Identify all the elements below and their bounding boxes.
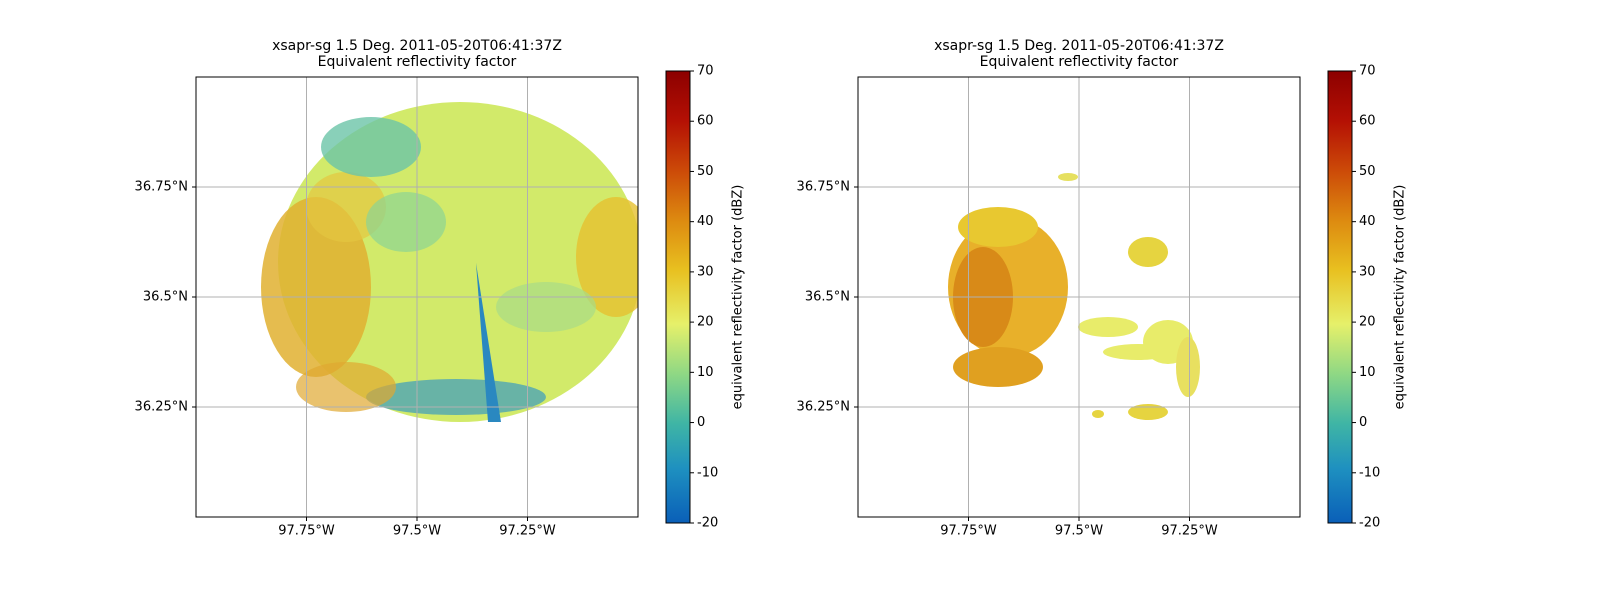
radar-echo [953, 347, 1043, 387]
colorbar-tick-label: 10 [697, 365, 714, 380]
x-tick-label: 97.25°W [1161, 524, 1218, 539]
colorbar-tick-label: 0 [1359, 415, 1367, 430]
colorbar-tick-label: 10 [1359, 365, 1376, 380]
chart-title: xsapr-sg 1.5 Deg. 2011-05-20T06:41:37Z [934, 38, 1224, 54]
colorbar-tick-label: 70 [1359, 64, 1376, 79]
radar-echo [496, 282, 596, 332]
colorbar-tick-label: 30 [697, 264, 714, 279]
x-tick-label: 97.75°W [278, 524, 335, 539]
colorbar-tick-label: 0 [697, 415, 705, 430]
chart-subtitle: Equivalent reflectivity factor [980, 54, 1179, 70]
radar-streak [476, 263, 501, 422]
x-tick-label: 97.25°W [499, 524, 556, 539]
radar-echo [1128, 237, 1168, 267]
radar-echo [1078, 317, 1138, 337]
radar-echo [1058, 173, 1078, 181]
radar-echo [261, 197, 371, 377]
axes-frame [857, 76, 1301, 518]
x-tick-label: 97.75°W [940, 524, 997, 539]
colorbar-tick-label: -10 [1359, 465, 1380, 480]
chart-subtitle: Equivalent reflectivity factor [318, 54, 517, 70]
colorbar-tick-label: 40 [1359, 214, 1376, 229]
colorbar-label: equivalent reflectivity factor (dBZ) [1393, 185, 1408, 410]
colorbar-tick-label: -20 [1359, 516, 1380, 531]
colorbar-tick-label: 50 [697, 164, 714, 179]
colorbar-tick-label: -10 [697, 465, 718, 480]
radar-echo [1092, 410, 1104, 418]
radar-echo [306, 172, 386, 242]
y-tick-label: 36.25°N [797, 400, 850, 415]
x-tick-label: 97.5°W [393, 524, 441, 539]
radar-echo [1128, 404, 1168, 420]
y-tick-label: 36.75°N [135, 180, 188, 195]
y-tick-label: 36.5°N [143, 290, 188, 305]
x-tick-label: 97.5°W [1055, 524, 1103, 539]
radar-field [261, 102, 638, 422]
radar-echo [576, 197, 638, 317]
colorbar-tick-label: 40 [697, 214, 714, 229]
radar-echo [958, 207, 1038, 247]
colorbar-tick-label: 70 [697, 64, 714, 79]
chart-title: xsapr-sg 1.5 Deg. 2011-05-20T06:41:37Z [272, 38, 562, 54]
y-tick-label: 36.25°N [135, 400, 188, 415]
radar-echo [321, 117, 421, 177]
colorbar-tick-label: 50 [1359, 164, 1376, 179]
colorbar-tick-label: 20 [1359, 315, 1376, 330]
radar-echo [296, 362, 396, 412]
colorbar-tick-label: 20 [697, 315, 714, 330]
colorbar-tick-label: 30 [1359, 264, 1376, 279]
colorbar-tick-label: 60 [697, 114, 714, 129]
colorbar-label: equivalent reflectivity factor (dBZ) [731, 185, 746, 410]
radar-echo [366, 192, 446, 252]
colorbar [1327, 70, 1353, 524]
radar-echo [1176, 337, 1200, 397]
radar-echo [366, 379, 546, 415]
colorbar-tick-label: -20 [697, 516, 718, 531]
axes-frame [195, 76, 639, 518]
colorbar [665, 70, 691, 524]
y-tick-label: 36.5°N [805, 290, 850, 305]
colorbar-tick-label: 60 [1359, 114, 1376, 129]
y-tick-label: 36.75°N [797, 180, 850, 195]
